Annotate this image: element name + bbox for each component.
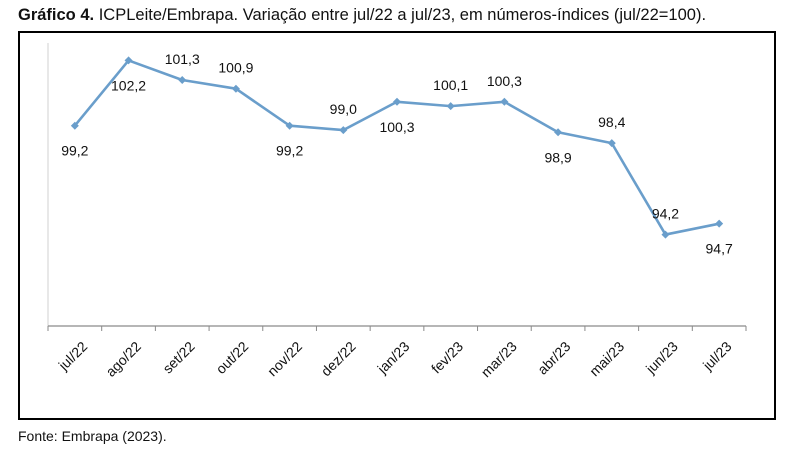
chart-title-prefix: Gráfico 4. xyxy=(18,6,95,24)
data-label: 100,9 xyxy=(218,60,253,76)
data-point xyxy=(554,128,563,137)
data-label: 100,3 xyxy=(379,119,414,135)
data-label: 94,7 xyxy=(706,241,733,257)
x-tick-label: nov/22 xyxy=(264,338,305,379)
series-line xyxy=(73,59,720,236)
data-label: 102,2 xyxy=(111,77,146,93)
data-point xyxy=(285,121,294,130)
chart-frame: 99,2 jul/22 102,2 ago/22 101,3 set/22 100,9 out… xyxy=(18,31,776,420)
x-tick-label: out/22 xyxy=(213,338,252,377)
data-point xyxy=(393,97,401,106)
data-point xyxy=(70,121,79,130)
line-chart: 99,2 jul/22 102,2 ago/22 101,3 set/22 100,9 out… xyxy=(47,43,747,380)
chart-title-text: ICPLeite/Embrapa. Variação entre jul/22 … xyxy=(98,6,707,24)
x-tick-label: abr/23 xyxy=(534,338,574,378)
x-tick-label: jun/23 xyxy=(642,338,681,377)
x-tick-label: fev/23 xyxy=(428,338,466,376)
data-label: 101,3 xyxy=(165,51,200,67)
x-tick-label: jul/22 xyxy=(55,338,91,374)
data-point xyxy=(500,97,509,106)
data-label: 100,3 xyxy=(487,73,522,89)
x-tick-label: mai/23 xyxy=(586,338,627,379)
data-point xyxy=(339,126,348,135)
data-label: 99,2 xyxy=(276,143,303,159)
x-tick-label: jan/23 xyxy=(373,338,412,377)
data-point xyxy=(124,56,133,65)
data-point xyxy=(231,84,240,93)
x-tick-label: dez/22 xyxy=(318,338,359,379)
data-label: 94,2 xyxy=(652,206,679,222)
data-label: 99,0 xyxy=(330,101,357,117)
chart-source: Fonte: Embrapa (2023). xyxy=(18,428,167,444)
x-tick-label: set/22 xyxy=(159,338,197,376)
x-tick-label: mar/23 xyxy=(478,338,520,380)
data-label: 100,1 xyxy=(433,77,468,93)
data-point xyxy=(607,139,616,148)
data-point xyxy=(715,219,724,228)
data-label: 99,2 xyxy=(61,143,88,159)
x-tick-label: ago/22 xyxy=(102,338,144,380)
data-label: 98,9 xyxy=(544,149,571,165)
data-point xyxy=(446,102,455,111)
data-label: 98,4 xyxy=(598,114,625,130)
chart-title: Gráfico 4. ICPLeite/Embrapa. Variação en… xyxy=(18,6,706,25)
data-point xyxy=(661,230,670,239)
data-point xyxy=(178,76,187,85)
x-tick-label: jul/23 xyxy=(699,338,735,374)
